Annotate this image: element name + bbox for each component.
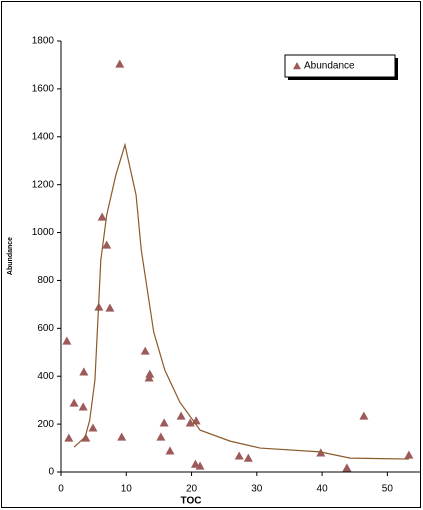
- x-tick-label: 10: [121, 484, 133, 495]
- scatter-point: [64, 433, 74, 442]
- scatter-point: [97, 212, 107, 221]
- y-axis-label: Abundance: [7, 237, 14, 275]
- scatter-point: [62, 336, 72, 345]
- scatter-point: [88, 423, 98, 432]
- y-tick-label: 400: [37, 371, 54, 382]
- scatter-point: [234, 451, 244, 460]
- scatter-point: [69, 398, 79, 407]
- y-tick-label: 800: [37, 275, 54, 286]
- scatter-point: [159, 418, 169, 427]
- x-tick-label: 20: [186, 484, 198, 495]
- y-tick-label: 600: [37, 323, 54, 334]
- y-tick-label: 1400: [32, 131, 55, 142]
- scatter-point: [404, 450, 414, 459]
- y-tick-label: 1600: [32, 84, 55, 95]
- scatter-point: [359, 411, 369, 420]
- y-tick-label: 1000: [32, 227, 55, 238]
- scatter-point: [145, 369, 155, 378]
- x-tick-label: 40: [317, 484, 329, 495]
- scatter-point: [156, 432, 166, 441]
- y-tick-label: 1800: [32, 36, 55, 47]
- scatter-point: [165, 446, 175, 455]
- scatter-point: [243, 453, 253, 462]
- scatter-point: [102, 240, 112, 249]
- scatter-point: [117, 432, 127, 441]
- legend-box: [284, 54, 396, 78]
- scatter-point: [185, 418, 195, 427]
- scatter-point: [195, 461, 205, 470]
- x-tick-label: 50: [382, 484, 394, 495]
- x-tick-label: 30: [251, 484, 263, 495]
- scatter-point: [140, 346, 150, 355]
- y-tick-label: 0: [48, 467, 54, 478]
- x-tick-label: 0: [58, 484, 64, 495]
- legend-label: Abundance: [304, 61, 355, 72]
- scatter-point: [190, 459, 200, 468]
- scatter-point: [81, 433, 91, 442]
- scatter-point: [79, 367, 89, 376]
- scatter-point: [105, 303, 115, 312]
- trend-line: [73, 142, 409, 460]
- y-tick-label: 1200: [32, 179, 55, 190]
- scatter-point: [176, 411, 186, 420]
- x-axis-label: TOC: [181, 496, 202, 507]
- scatter-point: [115, 59, 125, 68]
- scatter-point: [342, 463, 352, 472]
- scatter-point: [78, 402, 88, 411]
- legend-marker: [293, 62, 301, 70]
- y-tick-label: 200: [37, 419, 54, 430]
